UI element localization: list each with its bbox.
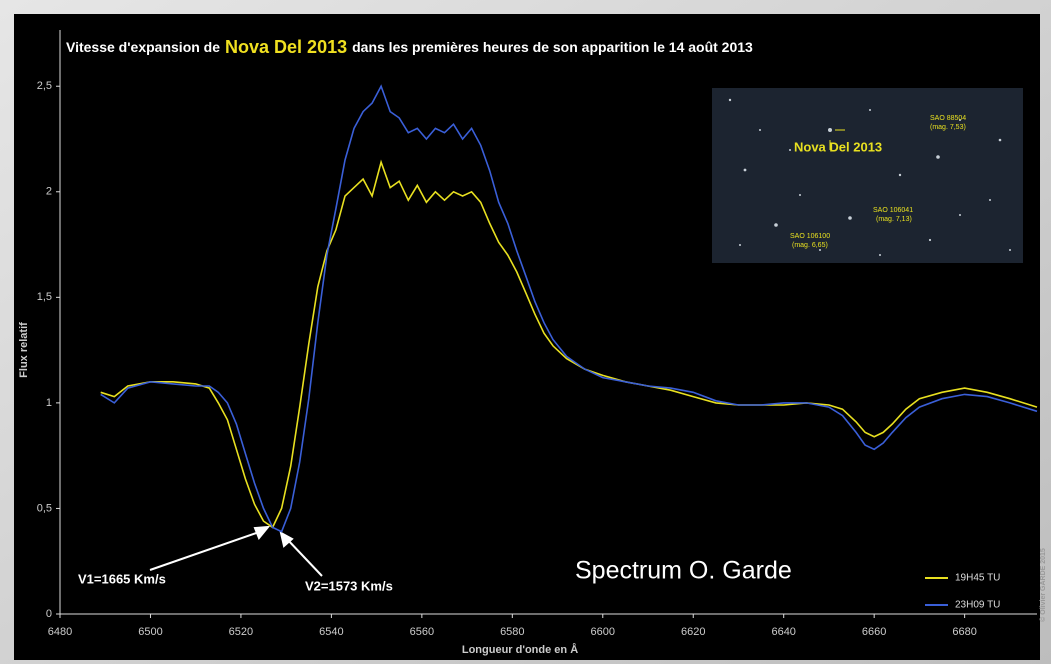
x-axis-label: Longueur d'onde en Å bbox=[462, 643, 578, 656]
series-line bbox=[100, 159, 1038, 529]
y-tick-label: 2,5 bbox=[37, 80, 52, 92]
y-tick-label: 1 bbox=[46, 397, 52, 409]
annotation: Spectrum O. Garde bbox=[575, 557, 792, 585]
x-tick-label: 6520 bbox=[229, 626, 253, 638]
annotation: V2=1573 Km/s bbox=[305, 578, 393, 593]
x-tick-label: 6500 bbox=[138, 626, 162, 638]
inset-bg bbox=[712, 88, 1023, 263]
inset-label: Nova Del 2013 bbox=[794, 139, 882, 154]
x-tick-label: 6540 bbox=[319, 626, 343, 638]
series-line bbox=[100, 84, 1038, 533]
inset-label: SAO 88504 bbox=[930, 115, 966, 122]
y-tick-label: 0,5 bbox=[37, 502, 52, 514]
title-part: dans les premières heures de son apparit… bbox=[352, 39, 753, 55]
annotation: V1=1665 Km/s bbox=[78, 571, 166, 586]
arrow-head bbox=[253, 525, 271, 540]
arrow bbox=[149, 530, 263, 571]
x-tick-label: 6480 bbox=[48, 626, 72, 638]
title-part: Nova Del 2013 bbox=[225, 37, 347, 57]
x-tick-label: 6660 bbox=[862, 626, 886, 638]
y-tick-label: 1,5 bbox=[37, 291, 52, 303]
inset-label: SAO 106100 bbox=[790, 233, 830, 240]
x-tick-label: 6680 bbox=[952, 626, 976, 638]
inset-label: (mag. 7,13) bbox=[876, 216, 912, 223]
x-tick-label: 6560 bbox=[410, 626, 434, 638]
arrow-head bbox=[279, 531, 294, 548]
arrow bbox=[285, 537, 323, 577]
chart-title: Vitesse d'expansion de Nova Del 2013 dans … bbox=[66, 37, 753, 57]
inset-label: SAO 106041 bbox=[873, 207, 913, 214]
inset-label: (mag. 7,53) bbox=[930, 124, 966, 131]
y-axis-label: Flux relatif bbox=[18, 322, 30, 378]
arrows bbox=[149, 525, 323, 577]
copyright: © Olivier GARDE 2015 bbox=[1039, 548, 1047, 622]
x-tick-label: 6600 bbox=[591, 626, 615, 638]
y-tick-label: 2 bbox=[46, 186, 52, 198]
title-part: Vitesse d'expansion de bbox=[66, 39, 220, 55]
y-tick-label: 0 bbox=[46, 608, 52, 620]
x-tick-label: 6580 bbox=[500, 626, 524, 638]
legend-label: 19H45 TU bbox=[955, 573, 1000, 584]
x-tick-label: 6620 bbox=[681, 626, 705, 638]
x-tick-label: 6640 bbox=[771, 626, 795, 638]
inset-label: (mag. 6,65) bbox=[792, 242, 828, 249]
inset: Nova Del 2013 SAO 88504 (mag. 7,53) SAO … bbox=[712, 88, 1023, 263]
legend-label: 23H09 TU bbox=[955, 600, 1000, 611]
stars bbox=[728, 98, 1011, 256]
